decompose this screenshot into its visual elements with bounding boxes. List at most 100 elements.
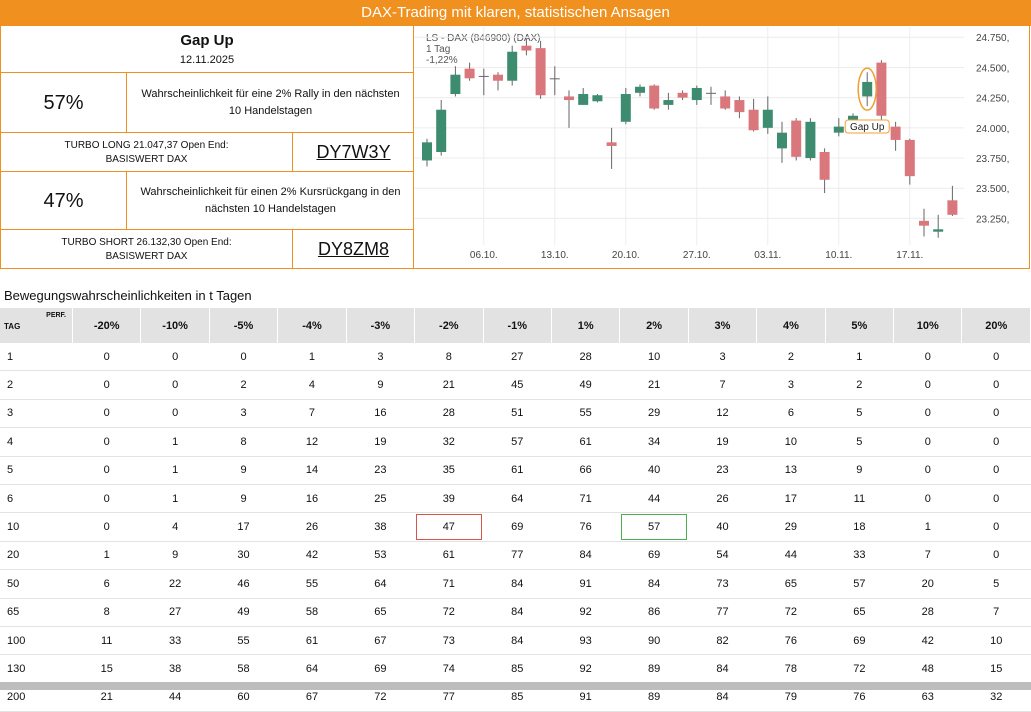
value-cell: 2	[756, 343, 826, 372]
value-cell: 61	[414, 541, 484, 571]
text-line: Wahrscheinlichkeit für eine 2% Rally in …	[141, 88, 400, 100]
candle-body	[507, 51, 518, 81]
y-tick-label: 23.500,	[976, 184, 1009, 195]
candle-body	[649, 85, 660, 109]
long-product: TURBO LONG 21.047,37 Open End: BASISWERT …	[1, 132, 292, 172]
value-cell: 21	[414, 370, 484, 400]
candle-body	[691, 87, 702, 101]
value-cell: 1	[893, 512, 962, 542]
value-cell: 19	[346, 427, 415, 457]
value-cell: 78	[756, 654, 826, 684]
value-cell: 20	[893, 569, 962, 599]
value-cell: 3	[688, 343, 757, 372]
value-cell: 32	[414, 427, 484, 457]
value-cell: 45	[483, 370, 552, 400]
value-cell: 9	[209, 456, 278, 485]
value-cell: 3	[346, 343, 415, 372]
value-cell: 26	[688, 484, 757, 514]
text-line: TURBO SHORT 26.132,30 Open End:	[61, 236, 232, 248]
candle-body	[606, 142, 617, 146]
tag-cell: 50	[0, 569, 73, 599]
column-header: 5%	[825, 308, 895, 343]
candle-body	[677, 92, 688, 98]
value-cell: 15	[72, 654, 141, 684]
value-cell: 4	[140, 512, 210, 542]
value-cell: 84	[483, 569, 552, 599]
candle-body	[663, 100, 674, 105]
value-cell: 2	[209, 370, 278, 400]
value-cell: 0	[72, 370, 141, 400]
value-cell: 18	[825, 512, 894, 542]
value-cell: 16	[277, 484, 347, 514]
table-row: 130 15 38 58 64 69 74 85 92 89 84 78 72 48 15	[0, 654, 1031, 684]
chart-title: LS - DAX (846900) (DAX)	[426, 33, 541, 44]
value-cell: 0	[140, 370, 210, 400]
value-cell: 69	[619, 541, 689, 571]
value-cell: 73	[414, 626, 484, 656]
value-cell: 28	[551, 343, 620, 372]
value-cell: 38	[140, 654, 210, 684]
candle-body	[862, 81, 873, 97]
value-cell: 1	[277, 343, 347, 372]
value-cell: 90	[619, 626, 689, 656]
value-cell: 0	[961, 541, 1031, 571]
value-cell: 84	[619, 569, 689, 599]
value-cell: 53	[346, 541, 415, 571]
value-cell: 72	[756, 598, 826, 627]
value-cell: 3	[209, 399, 278, 429]
column-header: -2%	[414, 308, 484, 343]
candle-body	[933, 229, 944, 232]
value-cell: 92	[551, 598, 620, 627]
value-cell: 0	[893, 456, 962, 485]
value-cell: 9	[140, 541, 210, 571]
value-cell: 28	[414, 399, 484, 429]
value-cell: 69	[483, 512, 552, 542]
value-cell: 86	[619, 598, 689, 627]
value-cell: 0	[961, 343, 1031, 372]
value-cell: 14	[277, 456, 347, 485]
candle-body	[578, 94, 589, 105]
text-line: TURBO LONG 21.047,37 Open End:	[64, 139, 229, 151]
y-tick-label: 23.250,	[976, 214, 1009, 225]
long-probability: 57%	[1, 72, 126, 133]
long-wkn: DY7W3Y	[292, 132, 414, 172]
value-cell: 40	[619, 456, 689, 485]
table-row: 100 11 33 55 61 67 73 84 93 90 82 76 69 42 10	[0, 626, 1031, 656]
value-cell: 93	[551, 626, 620, 656]
value-cell: 57	[483, 427, 552, 457]
signal-title: Gap Up	[180, 31, 234, 49]
value-cell: 0	[961, 370, 1031, 400]
value-cell: 0	[893, 484, 962, 514]
value-cell: 0	[893, 343, 962, 372]
candle-body	[422, 142, 432, 161]
value-cell: 66	[551, 456, 620, 485]
value-cell: 0	[72, 399, 141, 429]
candle-body	[904, 139, 915, 177]
value-cell: 10	[756, 427, 826, 457]
value-cell: 0	[72, 484, 141, 514]
value-cell: 9	[209, 484, 278, 514]
value-cell: 7	[961, 598, 1031, 627]
value-cell: 8	[209, 427, 278, 457]
value-cell: 61	[277, 626, 347, 656]
value-cell: 8	[414, 343, 484, 372]
value-cell: 39	[414, 484, 484, 514]
value-cell: 23	[688, 456, 757, 485]
value-cell: 9	[825, 456, 894, 485]
column-header: -4%	[277, 308, 347, 343]
value-cell: 1	[140, 427, 210, 457]
value-cell: 7	[893, 541, 962, 571]
column-header: 3%	[688, 308, 758, 343]
divider	[413, 26, 414, 268]
value-cell: 0	[961, 484, 1031, 514]
candle-body	[805, 121, 816, 159]
x-tick-label: 17.11.	[896, 250, 923, 261]
short-probability: 47%	[1, 171, 126, 230]
value-cell: 40	[688, 512, 757, 542]
candle-body	[436, 109, 447, 152]
candle-body	[450, 74, 461, 95]
table-row: 10 0 4 17 26 38 47 69 76 57 40 29 18 1 0	[0, 512, 1031, 542]
value-cell: 8	[72, 598, 141, 627]
value-cell: 77	[483, 541, 552, 571]
text-line: Wahrscheinlichkeit für einen 2% Kursrück…	[140, 186, 401, 198]
